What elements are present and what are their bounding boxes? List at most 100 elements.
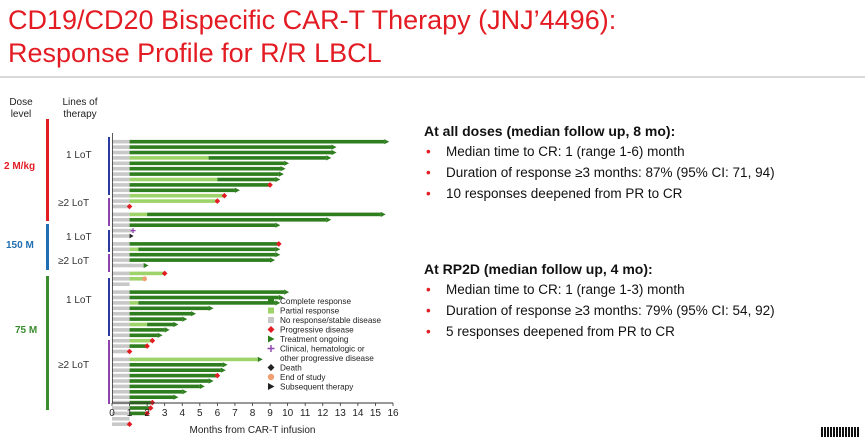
lot-label-75m-1: 1 LoT [66, 295, 92, 306]
lot-bracket-150m-1 [108, 230, 110, 252]
dose-bracket-150m [46, 224, 49, 270]
patient-bar-segment [129, 172, 279, 176]
patient-bar-segment [129, 390, 183, 394]
treatment-ongoing-marker [173, 321, 179, 328]
patient-bar-segment [112, 311, 130, 316]
legend-swatch [267, 345, 275, 352]
patient-bar-segment [147, 322, 174, 327]
qr-code-icon [821, 427, 859, 437]
treatment-ongoing-marker [280, 166, 286, 172]
summary-rp2d: At RP2D (median follow up, 4 mo): Median… [424, 261, 854, 342]
treatment-ongoing-marker [164, 327, 170, 333]
patient-bar-segment [129, 406, 151, 410]
patient-bar-segment [129, 395, 174, 399]
x-tick-label: 5 [197, 408, 203, 419]
x-tick-label: 6 [215, 408, 221, 419]
patient-bar-segment [129, 322, 148, 327]
progressive-disease-marker [126, 421, 133, 427]
treatment-ongoing-marker [326, 217, 332, 223]
treatment-ongoing-marker [278, 171, 284, 177]
patient-bar-segment [112, 344, 130, 348]
patient-bar-segment [129, 150, 332, 155]
treatment-ongoing-marker [275, 252, 281, 258]
patient-bar-segment [112, 247, 130, 252]
patient-bar-segment [129, 368, 221, 372]
legend-label: Clinical, hematologic or [280, 345, 365, 354]
patient-bar-segment [112, 234, 130, 238]
patient-bar-segment [129, 363, 223, 367]
treatment-ongoing-marker [157, 332, 163, 338]
patient-bar-segment [129, 212, 148, 217]
treatment-ongoing-marker [270, 257, 276, 263]
legend-label: Partial response [280, 307, 340, 316]
progressive-disease-marker [214, 198, 221, 204]
treatment-ongoing-marker [331, 149, 337, 156]
patient-bar-segment [129, 344, 148, 348]
lot-bracket-2m-2 [108, 198, 110, 226]
patient-bar-segment [129, 258, 271, 262]
treatment-ongoing-marker [199, 383, 205, 389]
treatment-ongoing-marker [257, 356, 263, 362]
page-title: CD19/CD20 Bispecific CAR-T Therapy (JNJ’… [8, 4, 616, 70]
patient-bar-segment [129, 373, 218, 378]
patient-bar-segment [129, 317, 183, 321]
patient-bar-segment [112, 242, 130, 246]
patient-bar-segment [112, 172, 130, 176]
progressive-disease-marker [144, 410, 150, 417]
lines-of-therapy-header: Lines of therapy [62, 97, 98, 120]
summary-all-doses: At all doses (median follow up, 8 mo): M… [424, 123, 854, 204]
patient-bar-segment [112, 290, 130, 294]
dose-label-2m: 2 M/kg [4, 161, 36, 172]
patient-bar-segment [112, 379, 130, 383]
patient-bar-segment [112, 188, 130, 193]
patient-bar-segment [129, 188, 235, 193]
patient-bar-segment [129, 145, 332, 149]
progressive-disease-marker [149, 337, 156, 344]
legend-swatch [268, 298, 274, 304]
x-tick-label: 4 [179, 408, 185, 419]
lot-label-2m-1: 1 LoT [66, 150, 92, 161]
patient-bar-segment [112, 193, 130, 198]
patient-bar-segment [112, 183, 130, 187]
lot-bracket-75m-2 [108, 340, 110, 404]
patient-bar-segment [138, 247, 276, 252]
patient-bar-segment [112, 282, 130, 286]
treatment-ongoing-marker [278, 294, 284, 301]
patient-bar-segment [112, 139, 130, 144]
progressive-disease-marker [144, 343, 150, 349]
patient-bar-segment [112, 156, 130, 160]
patient-bar-segment [129, 223, 276, 227]
all-doses-bullet: Median time to CR: 1 (range 1-6) month [424, 141, 854, 162]
x-tick-label: 16 [387, 408, 399, 419]
patient-bar-segment [129, 271, 165, 276]
progressive-disease-marker [126, 348, 133, 355]
rp2d-bullet: Median time to CR: 1 (range 1-3) month [424, 279, 854, 300]
lot-bracket-75m-1 [108, 278, 110, 336]
patient-bar-segment [129, 156, 209, 160]
patient-bar-segment [129, 333, 158, 338]
patient-bar-segment [112, 306, 130, 311]
progressive-disease-marker [276, 241, 282, 247]
title-line-1: CD19/CD20 Bispecific CAR-T Therapy (JNJ’… [8, 5, 617, 35]
lot-label-2m-2: ≥2 LoT [58, 198, 90, 209]
patient-bar-segment [129, 247, 139, 252]
patient-bar-segment [112, 368, 130, 372]
patient-bar-segment [112, 145, 130, 149]
legend-label: No response/stable disease [280, 316, 381, 325]
legend-label: End of study [280, 373, 326, 382]
treatment-ongoing-marker [275, 246, 281, 252]
patient-bar-segment [112, 212, 130, 217]
x-tick-label: 0 [109, 408, 115, 419]
treatment-ongoing-marker [380, 211, 386, 217]
patient-bar-segment [112, 338, 130, 343]
x-tick-label: 13 [335, 408, 347, 419]
progressive-disease-marker [147, 405, 154, 411]
title-line-2: Response Profile for R/R LBCL [8, 38, 382, 68]
patient-bar-segment [112, 317, 130, 321]
patient-bar-segment [112, 384, 130, 389]
x-tick-label: 9 [267, 408, 273, 419]
rp2d-heading: At RP2D (median follow up, 4 mo): [424, 261, 653, 277]
patient-bar-segment [129, 218, 327, 222]
patient-bar-segment [129, 311, 192, 316]
x-tick-label: 2 [144, 408, 150, 419]
